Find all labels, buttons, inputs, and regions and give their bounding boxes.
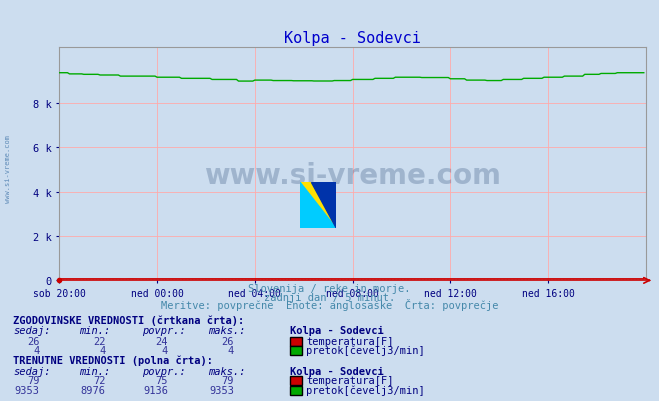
Text: 79: 79 [27, 375, 40, 385]
Text: sedaj:: sedaj: [13, 326, 51, 336]
Text: 4: 4 [100, 345, 105, 355]
Text: 4: 4 [34, 345, 40, 355]
Text: 9353: 9353 [14, 385, 40, 395]
Text: 24: 24 [156, 336, 168, 346]
Text: 8976: 8976 [80, 385, 105, 395]
Text: Slovenija / reke in morje.: Slovenija / reke in morje. [248, 284, 411, 294]
Text: Kolpa - Sodevci: Kolpa - Sodevci [290, 366, 384, 376]
Text: TRENUTNE VREDNOSTI (polna črta):: TRENUTNE VREDNOSTI (polna črta): [13, 354, 213, 365]
Text: temperatura[F]: temperatura[F] [306, 336, 394, 346]
Text: Meritve: povprečne  Enote: anglosaške  Črta: povprečje: Meritve: povprečne Enote: anglosaške Črt… [161, 298, 498, 310]
Polygon shape [311, 182, 336, 229]
Text: temperatura[F]: temperatura[F] [306, 375, 394, 385]
Text: 4: 4 [228, 345, 234, 355]
Text: 4: 4 [162, 345, 168, 355]
Text: povpr.:: povpr.: [142, 366, 185, 376]
Text: sedaj:: sedaj: [13, 366, 51, 376]
Title: Kolpa - Sodevci: Kolpa - Sodevci [284, 30, 421, 46]
Text: 79: 79 [221, 375, 234, 385]
Text: ZGODOVINSKE VREDNOSTI (črtkana črta):: ZGODOVINSKE VREDNOSTI (črtkana črta): [13, 314, 244, 325]
Text: 72: 72 [93, 375, 105, 385]
Text: Kolpa - Sodevci: Kolpa - Sodevci [290, 326, 384, 336]
Text: zadnji dan / 5 minut.: zadnji dan / 5 minut. [264, 292, 395, 302]
Text: www.si-vreme.com: www.si-vreme.com [5, 134, 11, 203]
Text: pretok[čevelj3/min]: pretok[čevelj3/min] [306, 385, 425, 395]
Text: 26: 26 [27, 336, 40, 346]
Text: www.si-vreme.com: www.si-vreme.com [204, 162, 501, 190]
Text: min.:: min.: [79, 366, 110, 376]
Polygon shape [300, 182, 336, 229]
Text: min.:: min.: [79, 326, 110, 336]
Text: pretok[čevelj3/min]: pretok[čevelj3/min] [306, 344, 425, 355]
Text: 75: 75 [156, 375, 168, 385]
Text: maks.:: maks.: [208, 326, 245, 336]
Text: maks.:: maks.: [208, 366, 245, 376]
Text: 26: 26 [221, 336, 234, 346]
Text: 9353: 9353 [209, 385, 234, 395]
Text: 22: 22 [93, 336, 105, 346]
Text: 9136: 9136 [143, 385, 168, 395]
Text: povpr.:: povpr.: [142, 326, 185, 336]
